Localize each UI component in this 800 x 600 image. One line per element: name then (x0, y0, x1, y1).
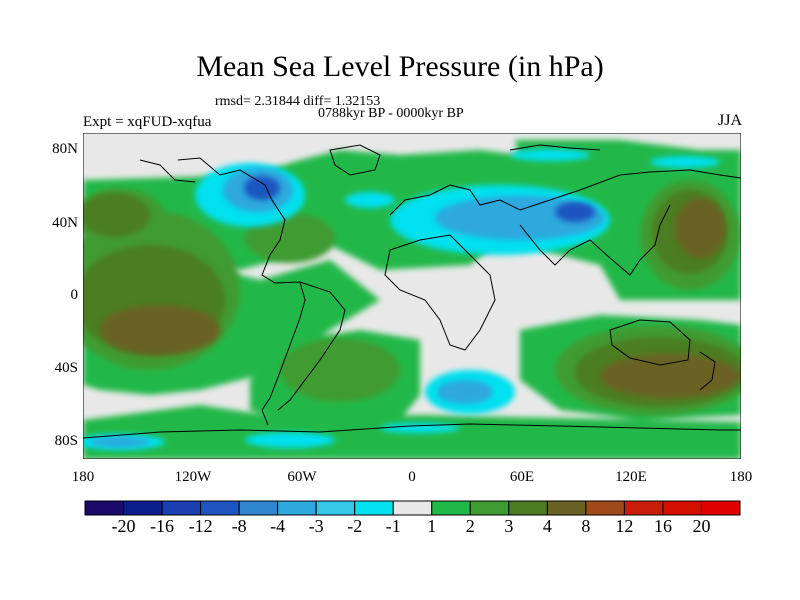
lon-label-180e: 180 (729, 469, 753, 485)
colorbar-box (277, 500, 317, 516)
colorbar-label: 8 (581, 516, 591, 536)
lon-label-120e: 120E (615, 469, 647, 485)
colorbar-label: 3 (504, 516, 514, 536)
lat-label-80s: 80S (54, 433, 78, 449)
colorbar-label: -2 (347, 516, 363, 536)
colorbar-box (585, 500, 625, 516)
colorbar-label: -12 (188, 516, 213, 536)
lat-label-0: 0 (70, 287, 79, 303)
contour-field (83, 133, 741, 459)
colorbar-label: -16 (150, 516, 175, 536)
season-label: JJA (717, 112, 742, 129)
colorbar-box (315, 500, 356, 516)
colorbar-box (161, 500, 202, 516)
colorbar-label: -4 (270, 516, 286, 536)
lat-label-40s: 40S (54, 360, 78, 376)
lon-label-180w: 180 (71, 469, 95, 485)
colorbar-label: 4 (542, 516, 552, 536)
experiment-label: Expt = xqFUD-xqfua (83, 114, 212, 130)
colorbar-label: 2 (465, 516, 475, 536)
colorbar-label: -3 (308, 516, 324, 536)
period-text: 0788kyr BP - 0000kyr BP (318, 106, 464, 121)
lon-label-60e: 60E (509, 469, 535, 485)
chart-title: Mean Sea Level Pressure (in hPa) (196, 50, 604, 83)
colorbar-box (123, 500, 163, 516)
colorbar-box (238, 500, 279, 516)
colorbar-label: 12 (615, 516, 634, 536)
colorbar-box (354, 500, 394, 516)
colorbar-label: 16 (653, 516, 672, 536)
colorbar-box (546, 500, 587, 516)
colorbar-label: -8 (231, 516, 247, 536)
lat-label-80n: 80N (52, 141, 78, 157)
colorbar-label: 1 (427, 516, 437, 536)
lat-label-40n: 40N (52, 215, 78, 231)
colorbar-box (84, 500, 125, 516)
colorbar-box (469, 500, 510, 516)
colorbar-label: 20 (692, 516, 711, 536)
colorbar-label: -1 (385, 516, 401, 536)
colorbar-box (662, 500, 702, 516)
colorbar-box (700, 500, 741, 516)
colorbar-box (623, 500, 664, 516)
colorbar-box (200, 500, 240, 516)
stats-text: rmsd= 2.31844 diff= 1.32153 (215, 94, 381, 109)
lon-label-120w: 120W (174, 469, 212, 485)
colorbar-box (508, 500, 548, 516)
lon-label-60w: 60W (287, 469, 317, 485)
lon-label-0: 0 (408, 469, 416, 485)
colorbar-box (392, 500, 433, 516)
colorbar-label: -20 (111, 516, 136, 536)
colorbar-box (431, 500, 471, 516)
